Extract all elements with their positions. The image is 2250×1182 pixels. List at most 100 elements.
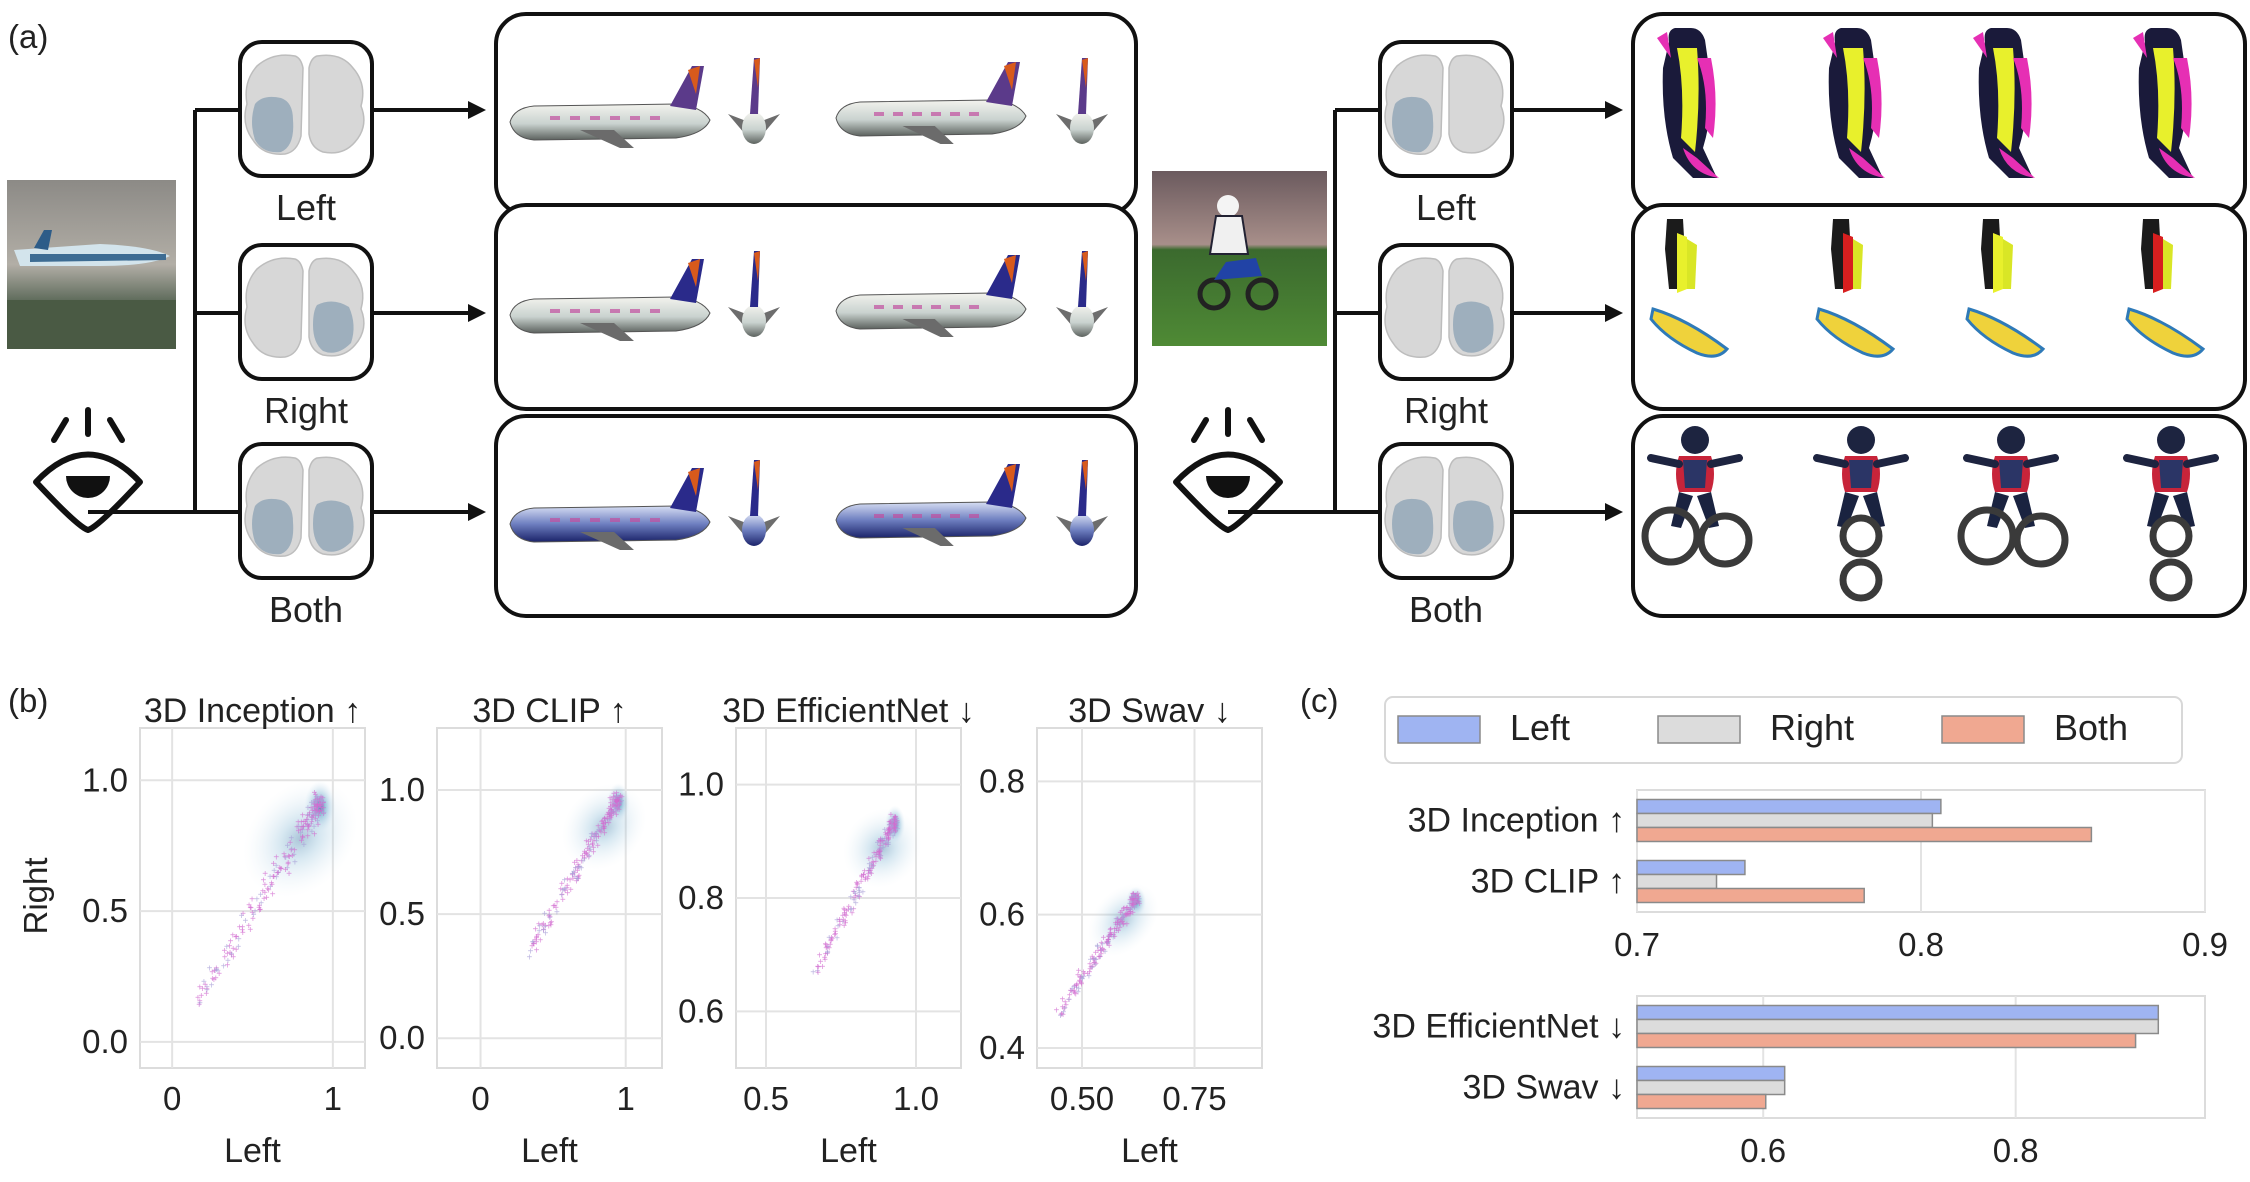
scatter-point: +	[857, 888, 863, 899]
scatter-point: +	[1095, 946, 1101, 957]
scatter-point: +	[258, 890, 264, 901]
scatter-point: +	[304, 815, 310, 826]
scatter-point: +	[536, 927, 542, 938]
scatter-point: +	[874, 848, 880, 859]
scatter-point: +	[886, 829, 892, 840]
bike-wheel	[1839, 558, 1883, 602]
rider-shape	[1823, 32, 1837, 58]
scatter-point: +	[1121, 910, 1127, 921]
scatter-point: +	[234, 932, 240, 943]
scatter-point: +	[866, 863, 872, 874]
scatter-point: +	[891, 820, 897, 831]
scatter-point: +	[546, 906, 552, 917]
scatter-point: +	[273, 853, 279, 864]
eye-icon	[33, 407, 143, 533]
scatter-point: +	[1136, 892, 1142, 903]
scatter-point: +	[885, 830, 891, 841]
scatter-point: +	[316, 811, 322, 822]
scatter-point: +	[1131, 890, 1137, 901]
input-photo-airplane	[7, 180, 176, 349]
scatter-point: +	[313, 806, 319, 817]
scatter-point: +	[886, 826, 892, 837]
scatter-point: +	[602, 823, 608, 834]
scatter-point: +	[827, 940, 833, 951]
scatter-point: +	[1120, 919, 1126, 930]
airplane-render	[728, 251, 780, 337]
branch-label-left: Left	[276, 187, 336, 228]
brain-left-hemisphere	[244, 257, 304, 358]
airplane-livery	[650, 116, 660, 120]
scatter-point: +	[852, 889, 858, 900]
scatter-point: +	[1134, 893, 1140, 904]
scatter-point: +	[617, 798, 623, 809]
scatter-point: +	[321, 803, 327, 814]
scatter-point: +	[568, 885, 574, 896]
scatter-point: +	[315, 801, 321, 812]
scatter-point: +	[1129, 893, 1135, 904]
scatter-point: +	[586, 852, 592, 863]
scatter-point: +	[1088, 962, 1094, 973]
rider-torso	[2159, 460, 2183, 488]
scatter-point: +	[315, 816, 321, 827]
airplane-livery	[570, 518, 580, 522]
legend-label-both: Both	[2054, 707, 2128, 748]
scatter-point: +	[1097, 952, 1103, 963]
scatter-point: +	[533, 925, 539, 936]
scatter-point: +	[853, 898, 859, 909]
scatter-point: +	[198, 991, 204, 1002]
scatter-point: +	[892, 815, 898, 826]
airplane-render	[1056, 58, 1108, 144]
scatter-point: +	[1073, 990, 1079, 1001]
scatter-point: +	[1127, 899, 1133, 910]
brain-active-region	[313, 500, 354, 552]
scatter-point: +	[221, 961, 227, 972]
scatter-point: +	[843, 911, 849, 922]
scatter-point: +	[885, 826, 891, 837]
scatter-point: +	[561, 876, 567, 887]
scatter-point: +	[588, 835, 594, 846]
density-core	[884, 805, 906, 844]
scatter-point: +	[257, 901, 263, 912]
scatter-point: +	[530, 937, 536, 948]
scatter-point: +	[203, 989, 209, 1000]
bar-right	[1636, 873, 1718, 890]
scatter-point: +	[893, 820, 899, 831]
scatter-point: +	[607, 808, 613, 819]
scatter-point: +	[1120, 913, 1126, 924]
scatter-point: +	[590, 829, 596, 840]
scatter-point: +	[1060, 1010, 1066, 1021]
scatter-point: +	[869, 853, 875, 864]
scatter-point: +	[1133, 891, 1139, 902]
rider-helmet	[1997, 426, 2025, 454]
scatter-point: +	[249, 895, 255, 906]
photo-airplane-stripe	[30, 254, 166, 262]
scatter-point: +	[1096, 952, 1102, 963]
scatter-point: +	[1101, 946, 1107, 957]
rider-shape	[1863, 58, 1882, 138]
scatter-point: +	[1106, 933, 1112, 944]
scatter-point: +	[1117, 908, 1123, 919]
y-tick-label: 0.4	[979, 1029, 1025, 1066]
x-tick-label: 0	[163, 1080, 181, 1117]
scatter-point: +	[214, 965, 220, 976]
scatter-point: +	[1090, 954, 1096, 965]
scatter-point: +	[1075, 987, 1081, 998]
bike-wheel	[1641, 506, 1701, 566]
scatter-point: +	[572, 872, 578, 883]
scatter-point: +	[1072, 988, 1078, 999]
scatter-point: +	[309, 812, 315, 823]
scatter-point: +	[240, 928, 246, 939]
scatter-point: +	[845, 905, 851, 916]
scatter-point: +	[317, 801, 323, 812]
scatter-point: +	[885, 840, 891, 851]
rider-shape	[1677, 48, 1699, 152]
scatter-point: +	[869, 861, 875, 872]
scatter-point: +	[842, 910, 848, 921]
scatter-point: +	[887, 824, 893, 835]
scatter-point: +	[270, 859, 276, 870]
scatter-point: +	[310, 810, 316, 821]
airplane-livery	[590, 116, 600, 120]
scatter-point: +	[321, 809, 327, 820]
scatter-point: +	[585, 841, 591, 852]
x-tick-label: 0	[471, 1080, 489, 1117]
